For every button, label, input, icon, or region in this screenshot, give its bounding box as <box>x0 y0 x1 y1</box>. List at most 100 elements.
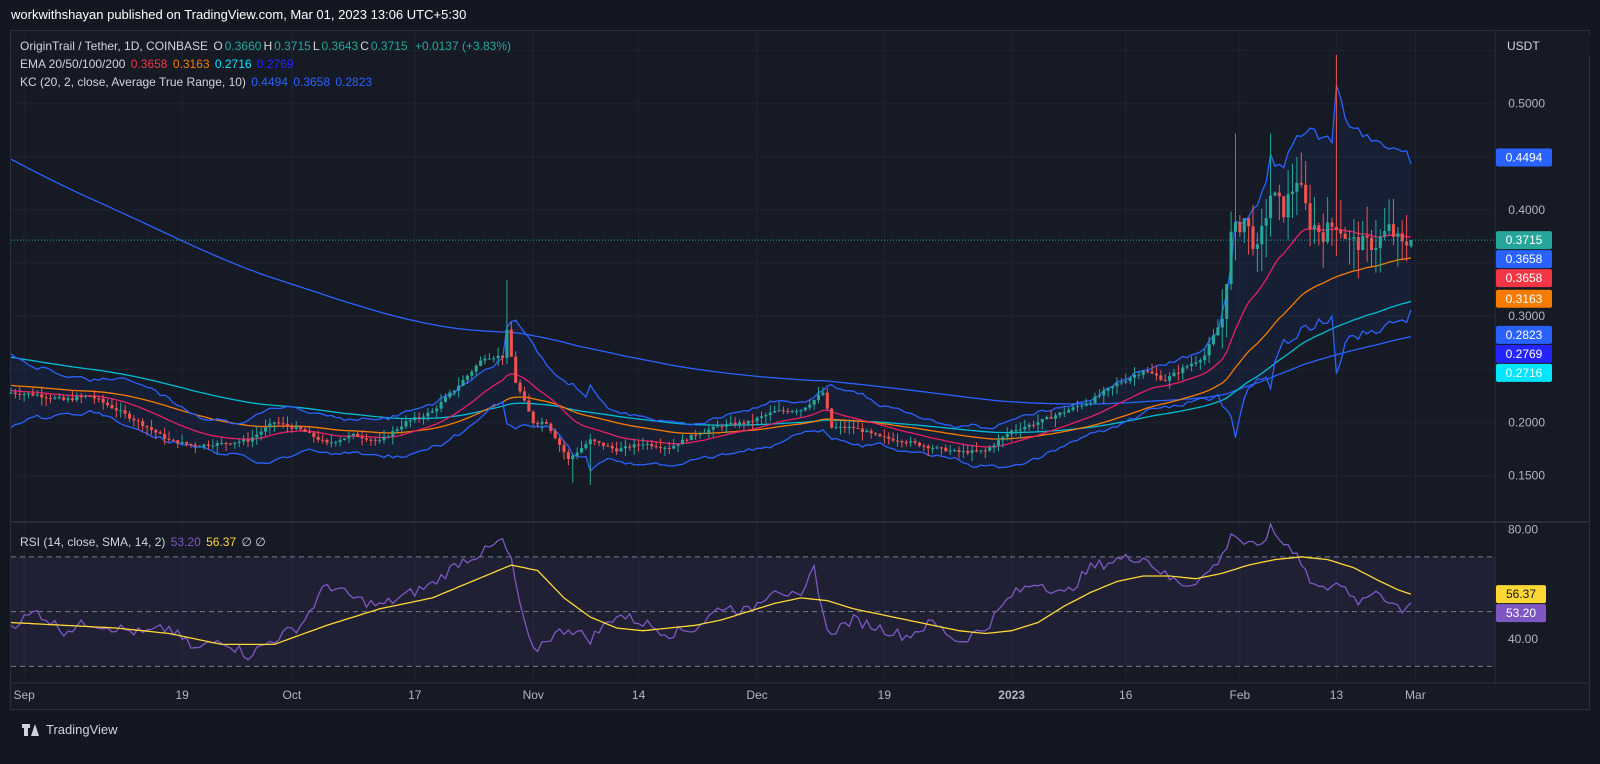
candle-body <box>114 408 118 411</box>
candle-body <box>206 444 211 446</box>
candle-body <box>202 444 206 447</box>
candle-body <box>435 408 439 412</box>
candle-body <box>1198 360 1202 363</box>
candle-body <box>1233 222 1237 232</box>
candle-body <box>996 440 1000 446</box>
candle-body <box>1093 396 1097 403</box>
candle-body <box>1343 233 1347 239</box>
candle-body <box>27 393 31 395</box>
candle-body <box>132 418 136 421</box>
candle-body <box>917 442 921 446</box>
candle-body <box>720 426 724 428</box>
candle-body <box>255 434 259 438</box>
rsi-extra: ∅ ∅ <box>241 535 266 549</box>
candle-body <box>658 446 663 448</box>
candle-body <box>66 398 70 400</box>
candle-body <box>961 451 965 453</box>
candle-body <box>742 422 746 424</box>
candle-body <box>325 439 329 443</box>
candle-body <box>1102 390 1106 396</box>
ohlc-values: O 0.3660 H 0.3715 L 0.3643 C 0.3715 <box>213 39 409 53</box>
candle-body <box>1190 363 1194 367</box>
rsi-legend-row[interactable]: RSI (14, close, SMA, 14, 2) 53.20 56.37 … <box>20 533 268 551</box>
candle-body <box>887 436 891 439</box>
time-axis-label: 16 <box>1119 688 1133 702</box>
symbol-label[interactable]: OriginTrail / Tether, 1D, COINBASE <box>20 39 209 53</box>
candle-body <box>171 439 175 441</box>
candle-body <box>1071 407 1075 410</box>
candle-body <box>373 439 377 441</box>
candle-body <box>926 445 930 449</box>
candle-body <box>1014 430 1018 432</box>
candle-body <box>360 436 364 439</box>
candle-body <box>733 422 737 425</box>
candle-body <box>597 441 601 443</box>
candle-body <box>44 397 48 399</box>
candle-body <box>1282 196 1286 218</box>
candle-body <box>369 439 373 441</box>
candle-body <box>1159 375 1163 380</box>
candle-body <box>974 450 979 452</box>
candle-body <box>264 427 268 432</box>
candle-body <box>1062 412 1066 414</box>
candle-body <box>70 398 74 401</box>
candle-body <box>237 441 241 443</box>
candle-body <box>391 431 395 437</box>
candle-body <box>531 411 535 424</box>
price-tag <box>1496 269 1552 288</box>
candle-body <box>1352 237 1356 239</box>
candle-body <box>799 410 803 412</box>
candle-body <box>193 444 197 447</box>
candle-body <box>180 441 184 444</box>
candle-body <box>843 426 847 429</box>
candle-body <box>1163 379 1167 381</box>
candle-body <box>654 446 658 448</box>
tradingview-logo[interactable]: TradingView <box>22 722 118 737</box>
price-tag <box>1496 289 1552 308</box>
candle-body <box>768 412 772 416</box>
candle-body <box>1264 218 1268 226</box>
candle-body <box>1295 182 1299 192</box>
candle-body <box>751 420 755 422</box>
time-axis-label: 2023 <box>998 688 1025 702</box>
rsi-axis-label: 80.00 <box>1508 522 1538 536</box>
time-axis-label: 13 <box>1330 688 1344 702</box>
candle-body <box>1106 388 1110 391</box>
chart-frame[interactable] <box>10 30 1590 710</box>
candle-body <box>786 411 790 413</box>
candle-body <box>641 444 645 446</box>
candle-body <box>645 443 649 445</box>
currency-label-text[interactable]: USDT <box>1507 39 1540 53</box>
candle-body <box>650 443 654 447</box>
candle-body <box>272 422 276 424</box>
ohlc-key-C: C <box>360 39 369 53</box>
candle-body <box>601 442 606 446</box>
currency-label-bg <box>1498 36 1590 56</box>
ema-legend-row[interactable]: EMA 20/50/100/200 0.3658 0.3163 0.2716 0… <box>20 55 296 73</box>
footer: TradingView <box>10 710 1590 754</box>
price-axis-label: 0.2000 <box>1508 415 1545 429</box>
candle-body <box>755 417 759 422</box>
candle-body <box>676 444 680 446</box>
candle-body <box>1084 403 1088 406</box>
candle-body <box>891 438 895 441</box>
candle-body <box>417 417 421 419</box>
candle-body <box>812 399 816 405</box>
candle-body <box>821 392 825 395</box>
price-axis-label: 0.5000 <box>1508 97 1545 111</box>
keltner-lower-line <box>10 309 1412 473</box>
ohlc-key-L: L <box>312 39 320 53</box>
kc-legend-row[interactable]: KC (20, 2, close, Average True Range, 10… <box>20 73 374 91</box>
candle-body <box>1027 424 1031 427</box>
candle-body <box>860 428 864 433</box>
candle-body <box>1185 366 1189 368</box>
kc-basis-value: 0.3658 <box>293 75 331 89</box>
candle-body <box>1225 284 1229 319</box>
candle-body <box>619 448 623 452</box>
ema100-line <box>10 300 1412 434</box>
candle-body <box>1181 367 1185 374</box>
price-tag <box>1496 344 1552 363</box>
candle-body <box>268 423 272 428</box>
rsi-tag <box>1496 585 1546 604</box>
